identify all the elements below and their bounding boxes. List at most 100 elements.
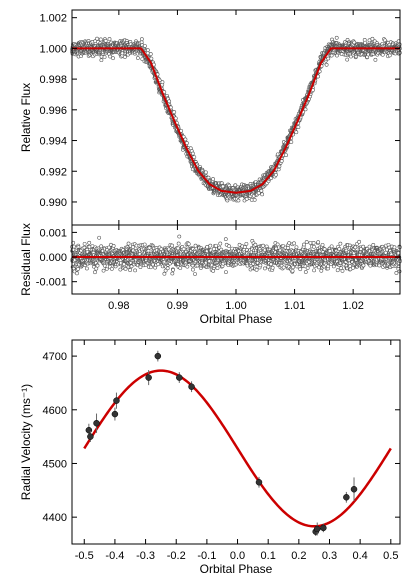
p1-data-point (274, 172, 278, 177)
p2-data-points (70, 234, 402, 276)
p2-data-point (205, 245, 210, 249)
p2-data-point (292, 241, 296, 246)
p2-data-point (128, 268, 132, 272)
p2-data-point (227, 244, 231, 249)
p1-ytick-label: 0.994 (39, 136, 67, 148)
p1-data-point (160, 80, 165, 85)
p2-data-point (111, 244, 116, 248)
p2-data-point (270, 265, 275, 270)
p1-data-point (99, 58, 104, 63)
p2-data-point (224, 270, 228, 275)
p2-data-point (93, 270, 97, 275)
p1-data-point (143, 44, 147, 48)
p2-data-point (298, 267, 303, 272)
p1-data-point (294, 130, 299, 135)
p2-data-point (319, 268, 324, 273)
p1-data-point (139, 37, 144, 42)
p1-data-point (284, 153, 289, 158)
p2-data-point (176, 241, 181, 246)
p1-data-point (387, 53, 392, 58)
p2-data-point (317, 265, 321, 270)
p1-data-point (135, 56, 140, 60)
p2-data-point (82, 241, 87, 246)
p1-data-point (203, 170, 208, 175)
p2-data-point (191, 267, 195, 272)
p1-data-point (211, 177, 215, 181)
p2-data-point (97, 235, 102, 240)
p1-data-points (70, 35, 402, 203)
panel-transit-light-curve: 0.990 0.992 0.994 0.996 0.998 1.000 1.002 Rela… (19, 9, 402, 226)
p1-ytick-label: 1.000 (39, 43, 67, 55)
p1-data-point (303, 107, 308, 112)
p2-data-point (165, 266, 170, 271)
p2-data-point (340, 269, 345, 273)
p1-data-point (145, 51, 150, 56)
p2-data-point (290, 268, 295, 273)
p1-data-point (111, 56, 115, 61)
p2-data-point (361, 263, 366, 268)
p1-data-point (335, 53, 339, 58)
p2-data-point (294, 245, 299, 250)
p2-data-point (244, 241, 249, 246)
p2-data-point (261, 243, 266, 248)
p2-data-point (75, 271, 79, 276)
p1-data-point (108, 54, 113, 59)
p1-data-point (145, 48, 150, 53)
p1-data-point (334, 35, 339, 40)
p1-data-point (289, 140, 294, 144)
p2-data-point (162, 271, 167, 276)
p1-data-point (220, 184, 225, 189)
p1-data-point (103, 38, 108, 43)
p2-data-point (311, 240, 316, 245)
p1-data-point (183, 137, 188, 142)
p2-data-point (186, 242, 191, 246)
p2-data-point (170, 271, 175, 276)
p2-data-point (312, 244, 316, 249)
p1-data-point (279, 159, 284, 163)
p1-ytick-label: 0.990 (39, 197, 67, 209)
p2-data-point (361, 244, 366, 249)
p2-data-point (126, 241, 131, 246)
p1-data-point (95, 36, 99, 41)
p1-model-curve (72, 47, 400, 194)
p1-data-point (149, 56, 154, 61)
p2-data-point (181, 247, 186, 252)
p2-data-point (171, 268, 175, 272)
p2-data-point (147, 245, 152, 250)
p2-data-point (304, 240, 309, 244)
p1-ylabel: Relative Flux (19, 83, 33, 152)
p2-data-point (95, 263, 100, 268)
p2-data-point (351, 265, 355, 270)
p2-data-point (218, 241, 223, 246)
p1-data-point (148, 52, 153, 56)
p2-data-point (214, 243, 218, 248)
p2-data-point (208, 243, 213, 248)
p2-data-point (177, 234, 182, 239)
p2-data-point (258, 263, 263, 268)
p2-data-point (281, 265, 286, 270)
p2-data-point (327, 249, 332, 253)
p1-ytick-label: 0.998 (39, 74, 67, 86)
p2-data-point (156, 262, 161, 267)
p1-data-point (140, 57, 145, 62)
p2-data-point (303, 270, 308, 274)
p1-ytick-label: 0.992 (39, 166, 67, 178)
p1-data-point (107, 37, 112, 41)
p2-data-point (242, 245, 247, 249)
p2-data-point (312, 268, 316, 273)
p1-data-point (259, 188, 264, 193)
p1-data-point (102, 55, 107, 59)
p2-data-point (215, 266, 220, 270)
p1-data-point (99, 54, 104, 59)
p1-model-line (72, 47, 400, 194)
p1-ytick-label: 1.002 (39, 13, 67, 25)
p1-ytick-label: 0.996 (39, 105, 67, 117)
p1-data-point (329, 53, 334, 58)
p2-data-point (254, 267, 259, 272)
p1-data-point (373, 57, 378, 62)
p1-data-point (260, 192, 265, 197)
p2-data-point (308, 240, 313, 245)
p2-data-point (85, 266, 89, 271)
